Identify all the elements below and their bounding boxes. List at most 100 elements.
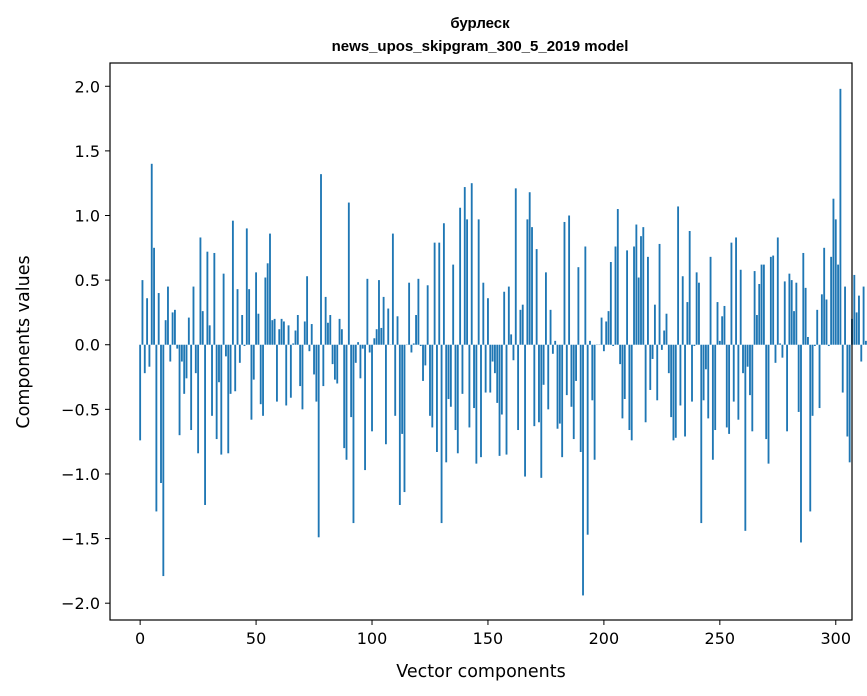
bar [653, 304, 656, 345]
bar [714, 344, 717, 431]
bar [498, 344, 501, 456]
bar [514, 188, 517, 345]
bar [686, 302, 689, 345]
bar [401, 344, 404, 434]
bar [582, 344, 584, 596]
bar [487, 298, 489, 345]
bar [589, 340, 591, 345]
y-tick-label: 1.5 [75, 142, 100, 161]
bar [749, 344, 751, 396]
bar [378, 280, 380, 345]
bar [322, 344, 325, 387]
bar [403, 344, 406, 493]
bar [739, 269, 742, 345]
bar [452, 264, 455, 345]
bar [185, 344, 188, 379]
bar [180, 344, 183, 362]
x-tick-label: 300 [820, 629, 851, 648]
bar [837, 264, 840, 345]
bar [229, 344, 232, 394]
bar [507, 286, 510, 345]
bar [626, 250, 628, 345]
bar [231, 220, 234, 345]
bar [466, 219, 469, 345]
bar [343, 344, 346, 449]
bar [285, 344, 288, 406]
bar [197, 344, 200, 454]
bar [725, 344, 728, 428]
bar [387, 308, 390, 345]
bar [737, 344, 740, 420]
bar [366, 278, 369, 345]
bar [169, 344, 172, 362]
bar [841, 344, 844, 393]
bar [382, 296, 385, 345]
bar [642, 227, 645, 345]
bar [148, 344, 151, 367]
bar [512, 344, 515, 361]
bar [674, 344, 677, 438]
bar [772, 255, 775, 345]
bar [533, 344, 536, 427]
bar [827, 344, 830, 347]
y-axis-ticks: 2.0 1.5 1.0 0.5 0.0 −0.5 −1.0 −1.5 −2.0 [61, 77, 110, 613]
bar [146, 298, 149, 345]
bar [707, 344, 710, 419]
bar [593, 344, 596, 460]
bar [825, 299, 828, 345]
bar [364, 344, 366, 471]
bar [721, 316, 724, 345]
bar [141, 280, 144, 345]
bar [282, 321, 285, 345]
bar [704, 344, 707, 370]
bar [470, 183, 473, 345]
bar [394, 344, 397, 416]
bar [765, 344, 768, 440]
bar [623, 344, 626, 400]
bar [570, 344, 573, 407]
bar [183, 344, 186, 394]
bar [143, 344, 146, 374]
bar [236, 289, 239, 345]
y-axis-label: Components values [14, 255, 34, 428]
bar [633, 246, 635, 345]
bar [477, 219, 480, 345]
bar [549, 309, 552, 345]
bar [628, 344, 631, 431]
bar [711, 344, 714, 460]
bar [813, 344, 816, 347]
bar [744, 344, 747, 531]
x-tick-label: 150 [473, 629, 504, 648]
bar [398, 344, 401, 505]
bar [600, 317, 603, 345]
bar [848, 344, 851, 463]
bar [255, 272, 257, 345]
bar [735, 237, 737, 345]
y-tick-label: −1.0 [61, 465, 100, 484]
bar [410, 344, 413, 353]
bar [329, 315, 332, 345]
bar [830, 256, 833, 345]
bar [781, 344, 784, 358]
bar [243, 344, 246, 347]
bar [832, 198, 835, 345]
bar [174, 309, 176, 345]
bar [526, 219, 529, 345]
bar [809, 344, 812, 512]
bar [700, 344, 703, 524]
bar [693, 344, 696, 347]
bar [150, 163, 153, 345]
bar [218, 344, 220, 383]
bar [786, 344, 788, 432]
bar [333, 344, 336, 380]
bar [454, 344, 457, 431]
bar [250, 344, 253, 420]
bar [449, 344, 452, 407]
y-tick-label: −2.0 [61, 594, 100, 613]
bar [491, 344, 494, 362]
bar [310, 324, 313, 345]
bar [679, 344, 682, 406]
plot-frame [109, 62, 853, 621]
bar [769, 256, 772, 345]
bar [684, 344, 686, 437]
